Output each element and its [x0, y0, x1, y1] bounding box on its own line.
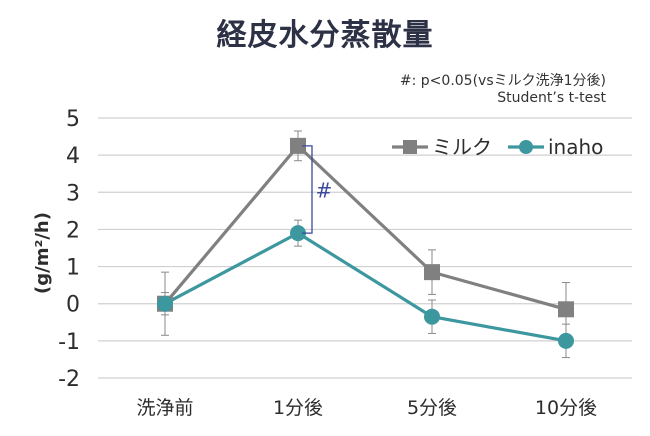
x-category-label: 1分後: [273, 397, 323, 419]
legend-marker-square: [403, 140, 417, 154]
series-lines: [163, 144, 567, 343]
data-point-circle: [424, 308, 440, 325]
data-point-circle: [290, 225, 306, 242]
significance-note: #: p<0.05(vsミルク洗浄1分後): [399, 73, 606, 89]
data-point-square: [558, 301, 574, 318]
data-point-square: [424, 264, 440, 281]
x-category-label: 5分後: [407, 397, 457, 419]
legend-label: ミルク: [432, 135, 492, 159]
y-tick-label: 2: [66, 218, 80, 243]
x-category-label: 10分後: [535, 397, 597, 419]
significance-bracket: [302, 145, 313, 234]
test-note: Student’s t-test: [497, 90, 606, 106]
x-category-label: 洗浄前: [136, 397, 193, 419]
y-tick-label: 0: [66, 293, 80, 318]
data-point-circle: [157, 295, 173, 312]
y-tick-labels: 5 4 3 2 1 0 -1 -2: [58, 107, 80, 392]
data-markers: [157, 137, 574, 349]
significance-mark: #: [316, 179, 333, 203]
data-point-square: [290, 137, 306, 154]
y-tick-label: 4: [66, 144, 80, 169]
significance-annotation: #: [302, 145, 333, 234]
legend: ミルク inaho: [392, 135, 603, 159]
x-category-labels: 洗浄前 1分後 5分後 10分後: [136, 397, 597, 419]
series-line: [164, 231, 567, 343]
series-line: [163, 144, 567, 311]
grid-lines: [98, 117, 632, 379]
y-tick-label: 1: [66, 256, 80, 281]
y-tick-label: 3: [66, 181, 80, 206]
legend-marker-circle: [519, 140, 533, 154]
y-axis-label: (g/m²/h): [32, 212, 53, 294]
y-tick-label: -1: [58, 330, 80, 355]
y-tick-label: -2: [58, 367, 80, 392]
legend-label: inaho: [548, 135, 603, 159]
error-bars: [161, 130, 570, 359]
data-point-circle: [558, 332, 574, 349]
chart-title: 経皮水分蒸散量: [216, 18, 434, 53]
y-tick-label: 5: [66, 107, 80, 132]
